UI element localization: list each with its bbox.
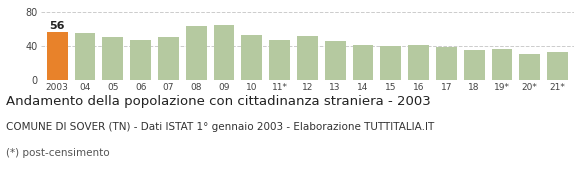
Bar	[353, 45, 374, 80]
Bar	[464, 50, 484, 80]
Bar	[547, 52, 568, 80]
Bar	[103, 37, 124, 80]
Text: (*) post-censimento: (*) post-censimento	[6, 148, 110, 158]
Bar	[408, 45, 429, 80]
Bar	[436, 47, 457, 80]
Text: 56: 56	[49, 21, 65, 31]
Bar	[130, 40, 151, 80]
Text: COMUNE DI SOVER (TN) - Dati ISTAT 1° gennaio 2003 - Elaborazione TUTTITALIA.IT: COMUNE DI SOVER (TN) - Dati ISTAT 1° gen…	[6, 122, 434, 132]
Bar	[269, 40, 290, 80]
Bar	[186, 26, 206, 80]
Bar	[213, 25, 234, 80]
Bar	[75, 33, 96, 80]
Text: Andamento della popolazione con cittadinanza straniera - 2003: Andamento della popolazione con cittadin…	[6, 95, 430, 108]
Bar	[158, 37, 179, 80]
Bar	[380, 46, 401, 80]
Bar	[491, 49, 512, 80]
Bar	[241, 35, 262, 80]
Bar	[47, 32, 68, 80]
Bar	[519, 54, 540, 80]
Bar	[325, 41, 346, 80]
Bar	[297, 36, 318, 80]
